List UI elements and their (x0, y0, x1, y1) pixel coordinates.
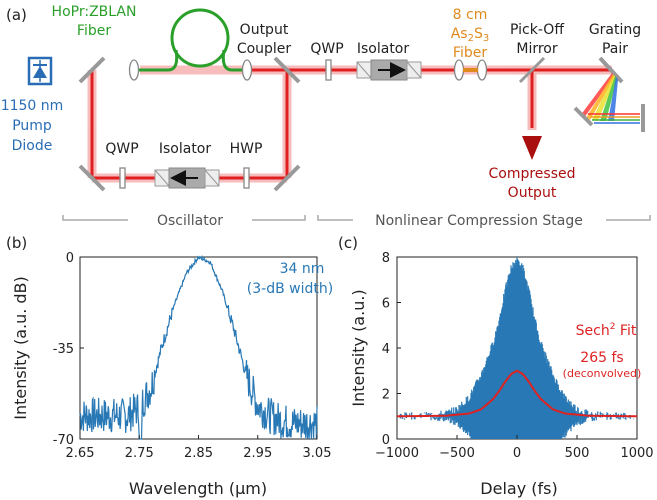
as2s3-length: 8 cm (453, 7, 488, 23)
fiber-label-line1: HoPr:ZBLAN (52, 4, 137, 20)
chart-c-xtick-label: −500 (439, 446, 475, 461)
autocorrelation-series-trace (399, 257, 637, 439)
chart-c-ytick-label: 6 (382, 297, 390, 312)
chart-c-ytick-label: 0 (382, 433, 390, 448)
chart-b-xtick-label: 2.85 (184, 446, 213, 461)
chart-c-ticks: −1000 −500 0 500 1000 0 2 4 6 8 (375, 251, 654, 461)
pump-label-line1: 1150 nm (1, 98, 64, 114)
mirror-input-dichroic (78, 56, 106, 84)
waveplates (119, 59, 332, 189)
panel-a: (a) 1150 nm Pump (1, 4, 651, 229)
qwp-bottom-label: QWP (105, 141, 138, 157)
qwp-bottom-plate (119, 167, 126, 189)
lens-coupling-out (241, 59, 253, 81)
compressed-line2: Output (508, 185, 557, 201)
panel-c-autocorrelation-chart: (c) −1000 −500 0 500 1000 0 2 4 6 8 Delay (fs) In… (338, 234, 654, 498)
chart-b-xtick-label: 2.75 (125, 446, 154, 461)
chart-b-ytick-label: -35 (53, 342, 74, 357)
compressed-line1: Compressed (488, 166, 575, 182)
chart-c-ylabel: Intensity (a.u.) (349, 289, 368, 406)
grating-line2: Pair (602, 41, 628, 57)
compressed-output-label: Compressed Output (488, 166, 575, 201)
grating-line1: Grating (589, 22, 641, 38)
chart-c-xlabel: Delay (fs) (480, 479, 557, 498)
grating-label: Grating Pair (589, 22, 641, 57)
mirrors (78, 56, 546, 192)
isolator-top (356, 59, 422, 81)
chart-b-xtick-label: 2.95 (243, 446, 272, 461)
lens-as2s3-out (476, 59, 488, 81)
output-coupler-line2: Coupler (237, 41, 292, 57)
chart-c-fit-label: Sech2 Fit (576, 322, 637, 339)
pump-label-line2: Pump (12, 118, 52, 134)
qwp-top-label: QWP (310, 41, 343, 57)
output-coupler-label: Output Coupler (237, 22, 292, 57)
chart-b-ticks: 2.65 2.75 2.85 2.95 3.05 0 -35 -70 (53, 251, 332, 461)
isolator-bottom (154, 167, 220, 189)
spectrum-series-line (79, 254, 318, 440)
chart-b-ytick-label: 0 (66, 251, 74, 266)
chart-c-ytick-label: 2 (382, 388, 390, 403)
chart-b-annotation-width: 34 nm (280, 261, 325, 277)
chart-b-ylabel: Intensity (a.u. dB) (11, 276, 30, 420)
as2s3-fiber-word: Fiber (453, 45, 487, 61)
chart-b-xtick-label: 2.65 (66, 446, 95, 461)
fiber-label: HoPr:ZBLAN Fiber (52, 4, 137, 39)
pickoff-line2: Mirror (516, 41, 557, 57)
section-brackets (62, 215, 651, 221)
hopr-zblan-fiber (139, 8, 242, 72)
lens-as2s3-in (453, 59, 465, 81)
panel-b-spectrum-chart: (b) 2.65 2.75 2.85 2.95 3.05 0 -35 -70 Waveleng… (6, 234, 333, 498)
as2s3-formula: As2S3 (451, 26, 490, 44)
pump-diode (27, 56, 53, 86)
chart-c-xtick-label: 1000 (620, 446, 653, 461)
compressed-output-arrow (522, 136, 542, 160)
oscillator-label: Oscillator (157, 213, 223, 229)
chart-b-annotation-note: (3-dB width) (247, 281, 333, 297)
chart-b-ytick-label: -70 (53, 433, 74, 448)
panel-b-label: (b) (6, 234, 27, 252)
chart-c-xtick-label: −1000 (375, 446, 419, 461)
chart-c-ytick-label: 8 (382, 251, 390, 266)
pickoff-label: Pick-Off Mirror (510, 22, 564, 57)
mirror-top-right (273, 56, 301, 84)
beam-glow (87, 65, 612, 183)
chart-c-xtick-label: 500 (565, 446, 590, 461)
isolator-top-label: Isolator (357, 41, 410, 57)
hwp-label: HWP (230, 141, 263, 157)
qwp-top-plate (325, 59, 332, 81)
fiber-label-line2: Fiber (77, 23, 111, 39)
chart-c-fwhm-label: 265 fs (580, 350, 623, 366)
output-coupler-line1: Output (240, 22, 289, 38)
panel-c-label: (c) (338, 234, 358, 252)
sech2-fit-line (396, 369, 638, 418)
pump-label-line3: Diode (12, 138, 53, 154)
as2s3-label: 8 cm As2S3 Fiber (451, 7, 490, 61)
pickoff-mirror (518, 56, 546, 84)
lens-coupling-in (128, 59, 140, 81)
panel-a-label: (a) (6, 6, 27, 24)
chart-b-xlabel: Wavelength (µm) (129, 479, 267, 498)
mirror-bottom-left (78, 164, 106, 192)
lenses (128, 59, 488, 81)
grating-pair (573, 56, 645, 132)
chart-c-fwhm-note: (deconvolved) (563, 367, 642, 380)
mirror-bottom-right (273, 164, 301, 192)
pickoff-line1: Pick-Off (510, 22, 564, 38)
chart-c-ytick-label: 4 (382, 342, 390, 357)
hwp-plate (243, 167, 250, 189)
chart-c-xtick-label: 0 (513, 446, 521, 461)
chart-b-xtick-label: 3.05 (303, 446, 332, 461)
compression-stage-label: Nonlinear Compression Stage (375, 213, 583, 229)
chart-c-marks (396, 257, 638, 439)
chart-b-marks (79, 254, 318, 440)
isolator-bottom-label: Isolator (159, 141, 212, 157)
pump-diode-label: 1150 nm Pump Diode (1, 98, 64, 154)
